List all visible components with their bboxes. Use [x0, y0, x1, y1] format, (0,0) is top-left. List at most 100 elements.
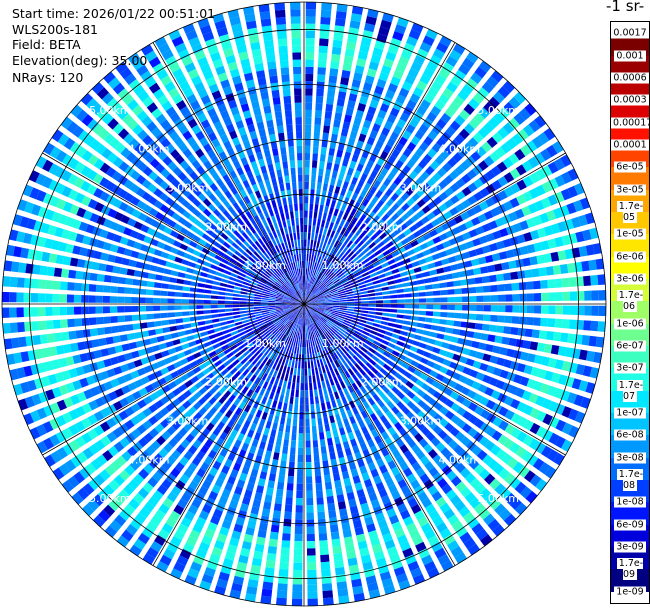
- range-gate-cell: [226, 319, 235, 325]
- range-gate-cell: [262, 356, 269, 365]
- range-gate-cell: [439, 527, 452, 539]
- range-gate-cell: [451, 226, 461, 235]
- range-gate-cell: [333, 352, 339, 360]
- range-gate-cell: [223, 425, 232, 435]
- range-gate-cell: [159, 407, 170, 417]
- range-gate-cell: [370, 54, 382, 64]
- range-gate-cell: [318, 532, 328, 541]
- range-gate-cell: [371, 326, 380, 332]
- range-gate-cell: [167, 298, 175, 304]
- range-gate-cell: [286, 366, 291, 375]
- range-gate-cell: [508, 211, 518, 222]
- range-gate-cell: [271, 288, 279, 293]
- range-gate-cell: [385, 51, 397, 62]
- range-gate-cell: [323, 227, 328, 236]
- range-gate-cell: [148, 56, 161, 68]
- range-gate-cell: [146, 521, 158, 533]
- range-gate-cell: [342, 529, 352, 538]
- range-gate-cell: [245, 352, 253, 360]
- range-gate-cell: [314, 117, 322, 126]
- range-gate-cell: [247, 578, 259, 588]
- range-gate-cell: [282, 402, 288, 411]
- range-gate-cell: [119, 236, 129, 246]
- range-gate-cell: [220, 79, 231, 89]
- range-gate-cell: [198, 396, 207, 406]
- range-gate-cell: [437, 274, 446, 282]
- range-gate-cell: [484, 440, 496, 452]
- range-gate-cell: [140, 376, 150, 385]
- range-gate-cell: [188, 480, 199, 491]
- range-gate-cell: [406, 269, 415, 275]
- range-gate-cell: [219, 431, 228, 441]
- range-gate-cell: [597, 274, 606, 286]
- range-gate-cell: [363, 182, 371, 192]
- range-gate-cell: [44, 238, 54, 249]
- range-gate-cell: [273, 346, 279, 354]
- range-gate-cell: [499, 488, 512, 500]
- range-gate-cell: [394, 24, 407, 35]
- range-gate-cell: [182, 237, 192, 245]
- range-gate-cell: [327, 155, 334, 163]
- range-gate-cell: [261, 227, 268, 236]
- range-gate-cell: [429, 331, 438, 338]
- range-gate-cell: [298, 304, 304, 310]
- range-gate-cell: [109, 296, 118, 303]
- range-gate-cell: [384, 120, 394, 130]
- range-gate-cell: [241, 377, 249, 386]
- range-gate-cell: [403, 343, 412, 350]
- range-gate-cell: [295, 292, 301, 299]
- range-gate-cell: [324, 243, 330, 252]
- range-gate-cell: [213, 391, 222, 400]
- range-gate-cell: [427, 262, 436, 270]
- range-gate-cell: [256, 286, 264, 291]
- range-gate-cell: [318, 424, 324, 433]
- range-gate-cell: [280, 227, 285, 236]
- range-gate-cell: [150, 541, 163, 553]
- range-gate-cell: [109, 520, 122, 532]
- range-gate-cell: [123, 373, 133, 382]
- range-gate-cell: [552, 265, 562, 275]
- range-gate-cell: [522, 257, 531, 267]
- range-gate-cell: [460, 386, 471, 396]
- range-gate-cell: [444, 398, 455, 408]
- range-gate-cell: [355, 379, 363, 388]
- range-gate-cell: [355, 352, 363, 360]
- range-gate-cell: [269, 277, 276, 283]
- range-gate-cell: [448, 379, 458, 389]
- range-gate-cell: [203, 208, 212, 217]
- range-gate-cell: [317, 336, 322, 345]
- range-gate-cell: [429, 269, 438, 276]
- range-gate-cell: [427, 130, 438, 141]
- range-gate-cell: [304, 383, 308, 391]
- range-gate-cell: [185, 30, 198, 41]
- range-gate-cell: [359, 316, 368, 320]
- range-gate-cell: [398, 335, 407, 342]
- range-gate-cell: [362, 234, 370, 243]
- range-gate-cell: [331, 265, 338, 272]
- range-gate-cell: [293, 562, 303, 571]
- range-gate-cell: [268, 267, 275, 274]
- range-gate-cell: [236, 479, 246, 489]
- range-gate-cell: [306, 533, 315, 542]
- range-gate-cell: [201, 479, 212, 490]
- range-gate-cell: [366, 337, 375, 343]
- range-gate-cell: [294, 309, 300, 316]
- range-gate-cell: [199, 223, 209, 232]
- range-gate-cell: [311, 254, 314, 262]
- range-gate-cell: [453, 280, 462, 287]
- range-gate-cell: [289, 300, 298, 303]
- range-gate-cell: [293, 293, 299, 300]
- range-gate-cell: [317, 351, 322, 360]
- range-gate-cell: [146, 547, 159, 559]
- range-gate-cell: [244, 459, 252, 468]
- range-gate-cell: [264, 494, 273, 503]
- range-gate-cell: [313, 254, 317, 263]
- range-gate-cell: [354, 306, 362, 310]
- range-gate-cell: [396, 118, 407, 129]
- range-gate-cell: [459, 531, 472, 544]
- range-gate-cell: [318, 282, 325, 289]
- range-gate-cell: [253, 232, 261, 240]
- range-gate-cell: [351, 225, 359, 234]
- range-gate-cell: [504, 283, 513, 292]
- range-gate-cell: [227, 261, 236, 268]
